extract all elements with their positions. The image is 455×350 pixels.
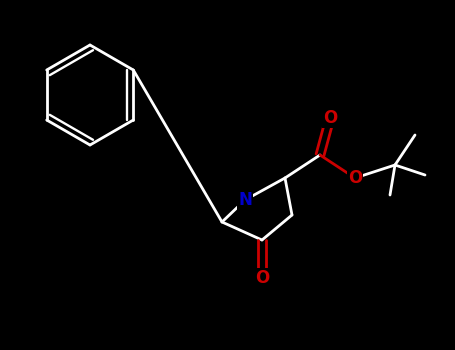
- Text: O: O: [348, 169, 362, 187]
- Text: O: O: [255, 269, 269, 287]
- Text: N: N: [238, 191, 252, 209]
- Text: O: O: [323, 109, 337, 127]
